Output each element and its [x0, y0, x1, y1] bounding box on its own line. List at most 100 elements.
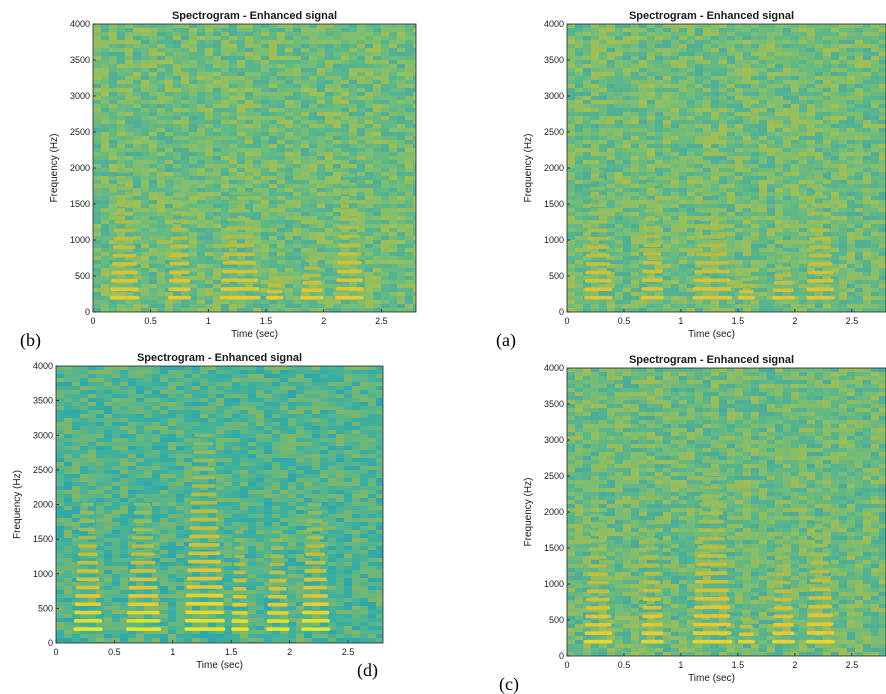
spectrogram-panel-1: 0 0.5 1 1.5 2 2.5 0 500 1000 1500 2000 2500 3000 3500… — [496, 10, 886, 351]
x-tick-label: 0.5 — [618, 316, 631, 326]
speech-segment — [737, 271, 755, 300]
y-tick-label: 2000 — [70, 163, 90, 173]
x-tick-label: 0 — [53, 647, 58, 657]
speech-segment — [301, 502, 331, 631]
y-tick-label: 3500 — [544, 55, 564, 65]
x-tick-label: 1 — [678, 316, 683, 326]
x-tick-label: 1 — [170, 647, 175, 657]
y-tick-label: 4000 — [70, 19, 90, 29]
x-tick-label: 2 — [792, 660, 797, 670]
y-tick-label: 4000 — [33, 361, 53, 371]
chart-title: Spectrogram - Enhanced signal — [629, 10, 794, 22]
y-tick-label: 3500 — [33, 396, 53, 406]
chart-title: Spectrogram - Enhanced signal — [629, 354, 794, 366]
speech-segment — [266, 271, 284, 300]
y-tick-label: 4000 — [544, 363, 564, 373]
y-tick-label: 1000 — [33, 569, 53, 579]
y-tick-label: 0 — [559, 307, 564, 317]
x-tick-label: 0 — [564, 660, 569, 670]
y-tick-label: 2000 — [544, 163, 564, 173]
y-tick-label: 500 — [75, 271, 90, 281]
spectrogram-image — [567, 368, 886, 656]
x-tick-label: 1.5 — [732, 316, 745, 326]
speech-segment — [772, 538, 795, 644]
x-tick-label: 0 — [90, 316, 95, 326]
speech-segment — [584, 513, 613, 644]
speech-segment — [737, 609, 755, 644]
speech-segment — [300, 251, 324, 300]
y-tick-label: 2000 — [33, 500, 53, 510]
y-tick-label: 3500 — [70, 55, 90, 65]
y-tick-label: 1000 — [70, 235, 90, 245]
panel-label: (a) — [496, 330, 516, 351]
x-tick-label: 2.5 — [342, 647, 355, 657]
y-tick-label: 1000 — [544, 235, 564, 245]
chart-title: Spectrogram - Enhanced signal — [137, 352, 302, 364]
y-tick-label: 1500 — [544, 543, 564, 553]
x-axis-label: Time (sec) — [688, 673, 735, 684]
x-tick-label: 0.5 — [108, 647, 121, 657]
y-tick-label: 2500 — [33, 465, 53, 475]
x-tick-label: 1 — [206, 316, 211, 326]
speech-segment — [126, 502, 162, 631]
y-tick-label: 1500 — [544, 199, 564, 209]
spectrogram-image — [567, 24, 886, 312]
panel-label: (b) — [20, 330, 41, 351]
speech-segment — [335, 173, 365, 300]
y-axis-label: Frequency (Hz) — [523, 134, 534, 203]
x-tick-label: 2 — [321, 316, 326, 326]
y-tick-label: 500 — [549, 615, 564, 625]
x-tick-label: 0.5 — [144, 316, 157, 326]
speech-segment — [772, 251, 795, 300]
y-tick-label: 2500 — [544, 127, 564, 137]
x-axis-label: Time (sec) — [688, 329, 735, 340]
speech-segment — [110, 169, 140, 300]
y-tick-label: 2500 — [544, 471, 564, 481]
y-tick-label: 4000 — [544, 19, 564, 29]
speech-segment — [73, 502, 103, 631]
spectrogram-panel-2: 0 0.5 1 1.5 2 2.5 0 500 1000 1500 2000 2500 3000 3500… — [12, 352, 384, 681]
x-tick-label: 0 — [564, 316, 569, 326]
y-tick-label: 0 — [48, 638, 53, 648]
y-tick-label: 500 — [38, 603, 53, 613]
y-tick-label: 0 — [85, 307, 90, 317]
speech-segment — [231, 530, 249, 631]
y-tick-label: 2500 — [70, 127, 90, 137]
y-axis-label: Frequency (Hz) — [523, 478, 534, 547]
x-tick-label: 2 — [792, 316, 797, 326]
speech-segment — [641, 173, 664, 300]
y-tick-label: 0 — [559, 651, 564, 661]
x-tick-label: 2.5 — [846, 316, 859, 326]
spectrogram-image — [56, 366, 383, 643]
speech-segment — [692, 191, 733, 300]
x-axis-label: Time (sec) — [231, 329, 278, 340]
x-axis-label: Time (sec) — [196, 660, 243, 671]
speech-segment — [806, 169, 835, 300]
speech-segment — [641, 520, 664, 644]
y-tick-label: 1500 — [33, 534, 53, 544]
spectrogram-panel-3: 0 0.5 1 1.5 2 2.5 0 500 1000 1500 2000 2500 3000 3500… — [499, 354, 886, 694]
y-axis-label: Frequency (Hz) — [12, 470, 23, 539]
x-tick-label: 0.5 — [618, 660, 631, 670]
spectrogram-image — [93, 24, 416, 312]
speech-segment — [266, 530, 290, 631]
y-tick-label: 3000 — [544, 435, 564, 445]
y-tick-label: 1000 — [544, 579, 564, 589]
x-tick-label: 1.5 — [260, 316, 273, 326]
x-tick-label: 1.5 — [732, 660, 745, 670]
spectrogram-panel-0: 0 0.5 1 1.5 2 2.5 0 500 1000 1500 2000 2500 3000 3500… — [20, 10, 417, 351]
chart-title: Spectrogram - Enhanced signal — [172, 10, 337, 22]
y-tick-label: 3500 — [544, 399, 564, 409]
y-tick-label: 500 — [549, 271, 564, 281]
x-tick-label: 2.5 — [846, 660, 859, 670]
x-tick-label: 2 — [287, 647, 292, 657]
speech-segment — [184, 433, 226, 631]
y-tick-label: 1500 — [70, 199, 90, 209]
speech-segment — [806, 517, 835, 644]
y-tick-label: 3000 — [70, 91, 90, 101]
y-tick-label: 3000 — [33, 430, 53, 440]
panel-label: (d) — [357, 660, 378, 681]
y-tick-label: 2000 — [544, 507, 564, 517]
x-tick-label: 2.5 — [375, 316, 388, 326]
